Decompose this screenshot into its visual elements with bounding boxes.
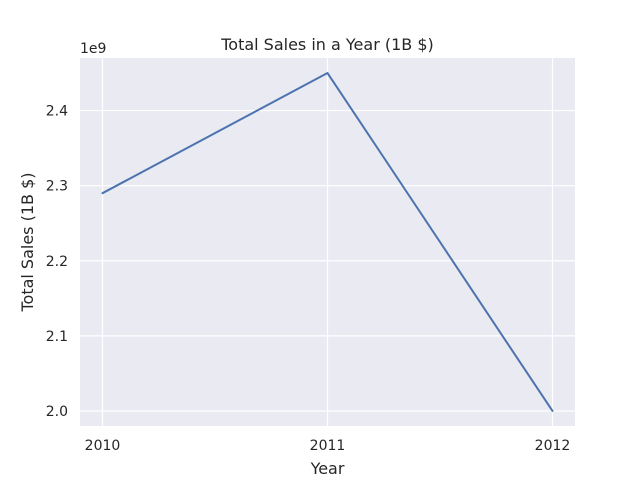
y-tick-label: 2.0: [46, 404, 68, 420]
y-axis-label: Total Sales (1B $): [18, 172, 37, 312]
x-tick-label: 2012: [535, 438, 571, 454]
y-axis-offset-text: 1e9: [80, 41, 106, 57]
x-tick-label: 2011: [310, 438, 346, 454]
y-tick-label: 2.3: [46, 179, 68, 195]
chart-title: Total Sales in a Year (1B $): [220, 35, 434, 54]
y-tick-labels: 2.0 2.1 2.2 2.3 2.4: [46, 104, 68, 420]
series-line: [101, 72, 554, 412]
grid: [80, 58, 575, 426]
x-tick-label: 2010: [85, 438, 121, 454]
series-layer: [101, 72, 554, 412]
x-tick-labels: 2010 2011 2012: [85, 438, 571, 454]
y-tick-label: 2.4: [46, 104, 68, 120]
x-axis-label: Year: [310, 459, 345, 478]
y-tick-label: 2.1: [46, 329, 68, 345]
y-tick-label: 2.2: [46, 254, 68, 270]
